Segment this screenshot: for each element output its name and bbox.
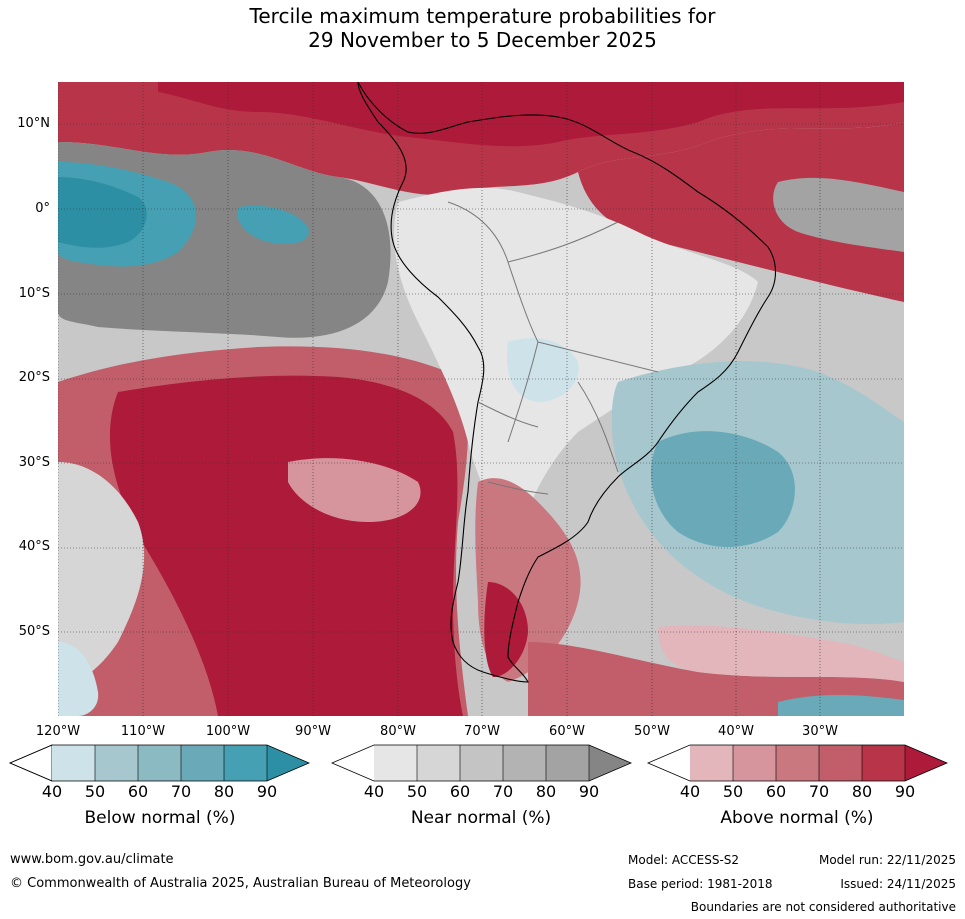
south-pacific-warm-core [109,375,463,716]
lat-label-20s: 20°S [18,370,50,385]
above-tick-90: 90 [894,782,916,801]
above-tick-50: 50 [722,782,744,801]
lon-label-50w: 50°W [634,724,670,739]
below-swatch-5 [224,745,267,781]
above-swatch-3 [776,745,819,781]
lon-label-70w: 70°W [464,724,500,739]
above-swatch-2 [733,745,776,781]
south-pacific-cool-patch [58,642,99,716]
lon-label-110w: 110°W [120,724,166,739]
base-period: Base period: 1981-2018 [628,877,773,891]
south-ocean-warm-inner [658,625,904,682]
north-warm-core [158,82,904,147]
south-atlantic-cool-core [650,431,795,547]
below-swatch-3 [138,745,181,781]
lon-label-60w: 60°W [549,724,585,739]
lon-label-40w: 40°W [718,724,754,739]
near-tick-40: 40 [363,782,385,801]
below-tick-50: 50 [84,782,106,801]
above-swatch-6 [905,745,947,781]
below-swatch-6 [267,745,309,781]
below-tick-70: 70 [170,782,192,801]
below-swatch-1 [52,745,95,781]
lon-label-100w: 100°W [205,724,251,739]
above-swatch-4 [819,745,862,781]
near-swatch-1 [374,745,417,781]
equatorial-cool-core [58,177,147,248]
below-tick-90: 90 [256,782,278,801]
continent-coastline [357,82,777,683]
below-swatch-0 [8,744,53,782]
near-swatch-3 [460,745,503,781]
atlantic-near-normal [773,177,904,252]
title-line-1: Tercile maximum temperature probabilitie… [249,4,716,28]
above-swatch-0 [648,745,690,781]
issued-date: Issued: 24/11/2025 [840,877,956,891]
map-title: Tercile maximum temperature probabilitie… [0,4,965,52]
lat-label-50s: 50°S [18,624,50,639]
below-tick-40: 40 [41,782,63,801]
title-line-2: 29 November to 5 December 2025 [308,28,657,52]
lon-label-80w: 80°W [380,724,416,739]
lon-label-120w: 120°W [35,724,81,739]
below-normal-title: Below normal (%) [84,808,236,828]
map-svg [58,82,904,716]
above-swatch-5 [862,745,905,781]
lat-label-0: 0° [35,201,50,216]
near-tick-70: 70 [492,782,514,801]
probability-map [58,82,904,716]
below-swatch-2 [95,745,138,781]
near-tick-80: 80 [535,782,557,801]
lat-label-10n: 10°N [17,116,50,131]
near-tick-90: 90 [578,782,600,801]
colorbar-above [646,744,949,782]
lon-label-30w: 30°W [802,724,838,739]
lat-label-10s: 10°S [18,286,50,301]
south-pacific-warm-inner [288,458,421,522]
near-tick-50: 50 [406,782,428,801]
graticule [58,82,904,716]
website-link[interactable]: www.bom.gov.au/climate [10,852,174,867]
lat-label-30s: 30°S [18,455,50,470]
above-tick-60: 60 [765,782,787,801]
near-swatch-4 [503,745,546,781]
above-swatch-1 [690,745,733,781]
above-tick-40: 40 [679,782,701,801]
atlantic-warm-region [578,122,904,302]
near-swatch-0 [332,745,374,781]
copyright-text: © Commonwealth of Australia 2025, Austra… [10,876,471,891]
interior-cool-patch [507,338,579,402]
above-tick-70: 70 [808,782,830,801]
country-borders [447,201,659,495]
near-swatch-2 [417,745,460,781]
lon-label-90w: 90°W [295,724,331,739]
colorbars [8,744,949,782]
model-run: Model run: 22/11/2025 [818,853,956,867]
lat-label-40s: 40°S [18,539,50,554]
boundaries-disclaimer: Boundaries are not considered authoritat… [690,900,956,914]
model-name: Model: ACCESS-S2 [628,853,740,867]
near-tick-60: 60 [449,782,471,801]
near-normal-title: Near normal (%) [410,808,552,828]
south-ocean-cool-strip [778,695,904,716]
above-tick-80: 80 [851,782,873,801]
above-normal-title: Above normal (%) [720,808,874,828]
near-swatch-6 [589,745,631,781]
below-swatch-4 [181,745,224,781]
colorbar-below [8,744,311,782]
south-pacific-near-normal [58,462,145,692]
near-swatch-5 [546,745,589,781]
equatorial-cool-patch-2 [237,205,309,244]
below-tick-80: 80 [213,782,235,801]
colorbar-near [330,744,633,782]
below-tick-60: 60 [127,782,149,801]
